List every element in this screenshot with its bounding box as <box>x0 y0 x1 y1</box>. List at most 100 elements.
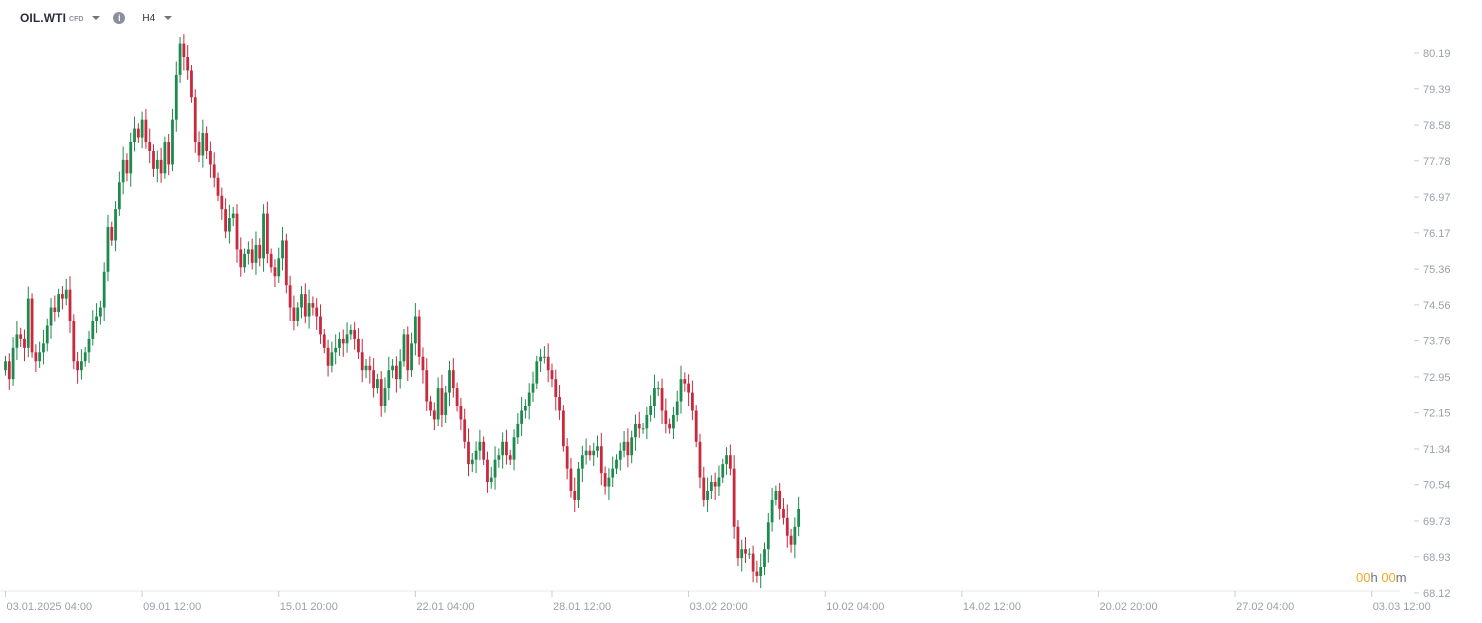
candle[interactable] <box>744 537 747 564</box>
candle[interactable] <box>622 431 626 458</box>
candle[interactable] <box>250 238 254 270</box>
candle[interactable] <box>38 341 42 368</box>
candle[interactable] <box>80 349 83 380</box>
candle[interactable] <box>212 152 216 188</box>
candle[interactable] <box>448 360 451 406</box>
candle[interactable] <box>508 449 512 466</box>
candle[interactable] <box>197 131 201 163</box>
candle[interactable] <box>64 278 68 306</box>
candle[interactable] <box>117 171 121 216</box>
candle[interactable] <box>645 406 649 440</box>
candle[interactable] <box>311 296 315 316</box>
candle[interactable] <box>535 355 539 389</box>
candle[interactable] <box>319 304 322 344</box>
candle[interactable] <box>87 330 91 364</box>
candle[interactable] <box>596 435 599 458</box>
candle[interactable] <box>398 349 402 389</box>
candle[interactable] <box>209 141 212 178</box>
candle[interactable] <box>284 233 288 294</box>
candle[interactable] <box>751 545 755 583</box>
candle[interactable] <box>155 150 159 183</box>
candle[interactable] <box>387 356 391 401</box>
candle[interactable] <box>133 116 136 152</box>
candle[interactable] <box>368 356 372 384</box>
candle[interactable] <box>615 454 618 474</box>
candle[interactable] <box>83 346 87 367</box>
candle[interactable] <box>580 445 584 483</box>
candle[interactable] <box>732 455 736 539</box>
candle[interactable] <box>357 328 360 360</box>
candle[interactable] <box>717 465 721 496</box>
candle[interactable] <box>554 369 558 411</box>
candle[interactable] <box>527 383 531 420</box>
timeframe-dropdown-chevron-icon[interactable] <box>164 16 173 20</box>
candle[interactable] <box>611 456 615 487</box>
candle[interactable] <box>125 153 129 182</box>
candle[interactable] <box>467 428 470 477</box>
candle[interactable] <box>603 466 607 495</box>
candle[interactable] <box>425 358 429 411</box>
candle[interactable] <box>15 320 19 360</box>
candle[interactable] <box>459 397 463 431</box>
candle[interactable] <box>254 231 258 275</box>
candle[interactable] <box>330 341 334 373</box>
candle[interactable] <box>186 44 190 80</box>
candle[interactable] <box>315 298 319 330</box>
candle[interactable] <box>391 359 394 379</box>
candle[interactable] <box>736 520 740 567</box>
candle[interactable] <box>338 332 341 356</box>
candle[interactable] <box>205 126 209 160</box>
candle[interactable] <box>246 241 250 265</box>
candle[interactable] <box>588 445 592 461</box>
info-icon[interactable]: i <box>113 12 126 24</box>
candle[interactable] <box>542 346 546 364</box>
candle[interactable] <box>721 458 725 483</box>
candle[interactable] <box>182 34 186 71</box>
candle[interactable] <box>23 329 26 362</box>
candle[interactable] <box>797 496 801 537</box>
candle[interactable] <box>326 339 330 377</box>
candle[interactable] <box>353 321 357 350</box>
symbol-dropdown-chevron-icon[interactable] <box>92 16 101 20</box>
candle[interactable] <box>163 136 167 179</box>
candle[interactable] <box>455 382 459 412</box>
candle[interactable] <box>755 560 759 583</box>
candle[interactable] <box>656 381 660 397</box>
candle[interactable] <box>190 65 193 103</box>
candle[interactable] <box>277 247 281 283</box>
candle[interactable] <box>98 300 102 325</box>
candle[interactable] <box>148 128 152 164</box>
candle[interactable] <box>258 238 262 267</box>
candle[interactable] <box>690 380 694 420</box>
candle[interactable] <box>630 430 634 464</box>
candle[interactable] <box>493 446 497 490</box>
candle[interactable] <box>501 432 505 469</box>
candle[interactable] <box>174 61 178 132</box>
candle[interactable] <box>106 214 110 282</box>
candle[interactable] <box>486 451 489 493</box>
candle[interactable] <box>360 338 364 383</box>
candle[interactable] <box>224 198 228 239</box>
candle[interactable] <box>341 329 345 357</box>
candle[interactable] <box>607 468 611 500</box>
candle[interactable] <box>288 275 292 321</box>
candle[interactable] <box>584 438 588 465</box>
candle[interactable] <box>322 329 326 354</box>
candle[interactable] <box>626 428 630 468</box>
candle[interactable] <box>102 262 106 321</box>
candle[interactable] <box>672 406 675 440</box>
candle[interactable] <box>444 385 448 423</box>
candle[interactable] <box>121 146 125 195</box>
candle[interactable] <box>193 89 197 153</box>
candle[interactable] <box>167 133 171 176</box>
candle[interactable] <box>281 227 284 271</box>
candle[interactable] <box>660 378 664 424</box>
candle[interactable] <box>262 204 265 272</box>
candle[interactable] <box>53 295 57 322</box>
candle[interactable] <box>558 384 561 420</box>
candle[interactable] <box>649 395 653 422</box>
candle[interactable] <box>110 221 114 246</box>
candle[interactable] <box>372 358 376 398</box>
candle[interactable] <box>413 303 417 356</box>
